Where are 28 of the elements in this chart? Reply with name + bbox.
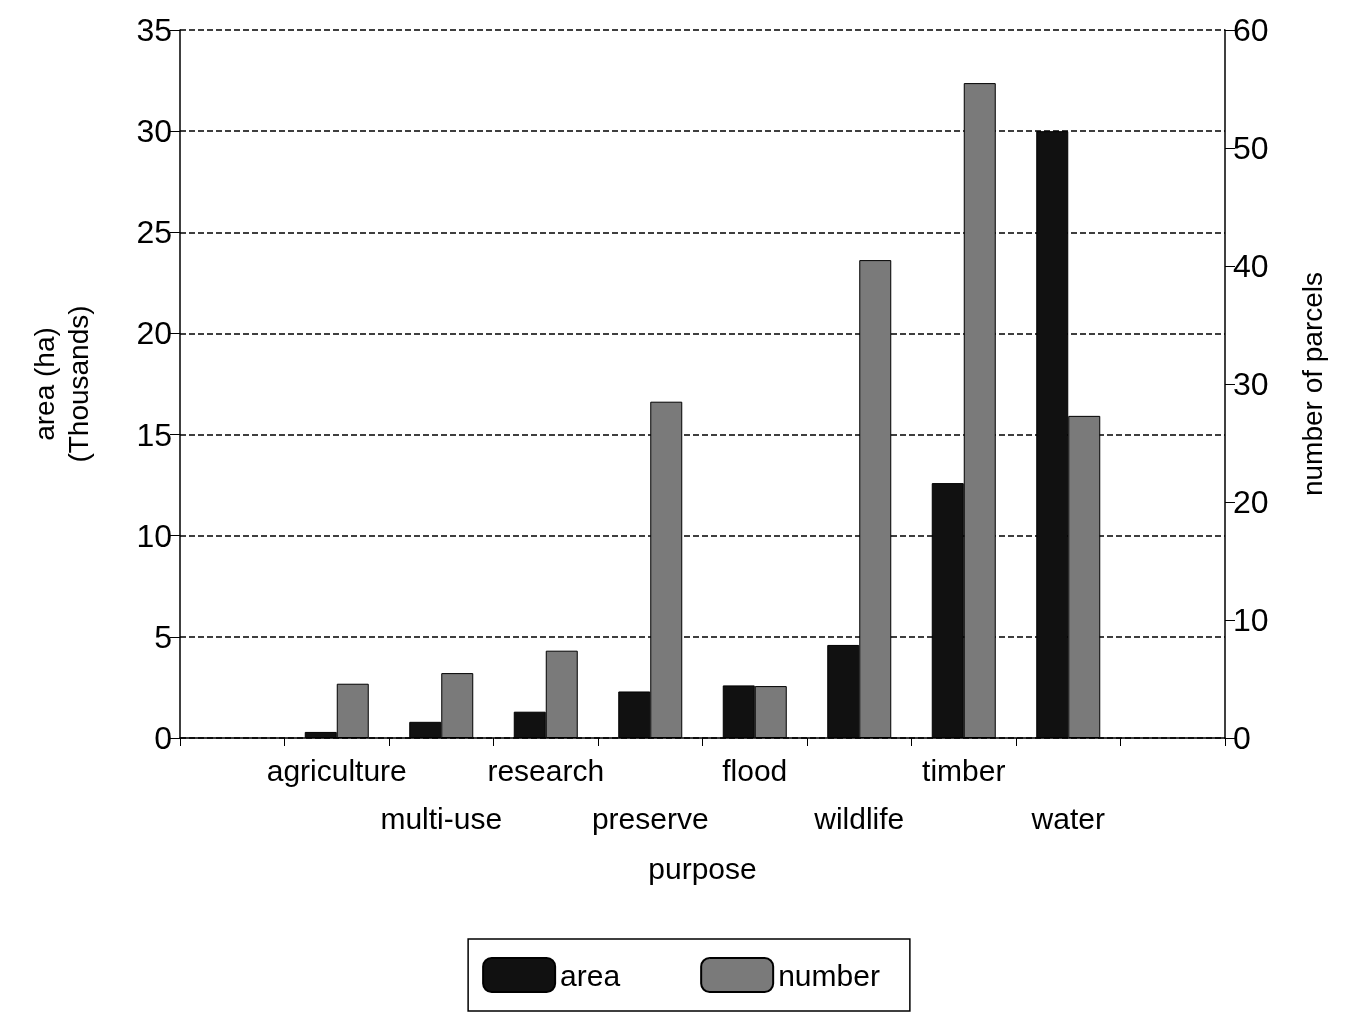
y-tick-label: 10 [136, 517, 172, 554]
x-tick-label: agriculture [266, 753, 407, 787]
x-tick-label: preserve [591, 801, 709, 835]
x-tick-label: flood [722, 753, 788, 787]
y-tick-label: 30 [136, 113, 172, 150]
y2-tick-label: 10 [1233, 602, 1269, 638]
y2-tick-label: 40 [1233, 248, 1269, 284]
y2-tick-label: 20 [1233, 484, 1269, 520]
y2-tick-label: 50 [1233, 130, 1269, 166]
y-tick-label: 5 [154, 618, 172, 655]
x-tick-label: research [487, 753, 605, 787]
y-tick-label: 15 [136, 416, 172, 453]
y2-axis-title: number of parcels [1296, 271, 1328, 497]
legend-label: number [778, 958, 880, 992]
y2-tick-label: 30 [1233, 366, 1269, 402]
y2-tick-label: 0 [1233, 720, 1251, 756]
x-axis-title: purpose [648, 851, 757, 885]
y-tick-label: 25 [136, 214, 172, 251]
y-tick-label: 0 [154, 720, 172, 756]
x-tick-label: timber [922, 753, 1006, 787]
x-tick-label: water [1030, 801, 1105, 835]
y-tick-label: 20 [136, 315, 172, 352]
x-tick-label: wildlife [813, 801, 905, 835]
y-axis-title: area (ha) (Thousands) [28, 305, 94, 463]
legend-label: area [560, 958, 621, 992]
y-tick-label: 35 [136, 12, 172, 48]
y2-tick-label: 60 [1233, 12, 1269, 48]
x-tick-label: multi-use [380, 801, 503, 835]
